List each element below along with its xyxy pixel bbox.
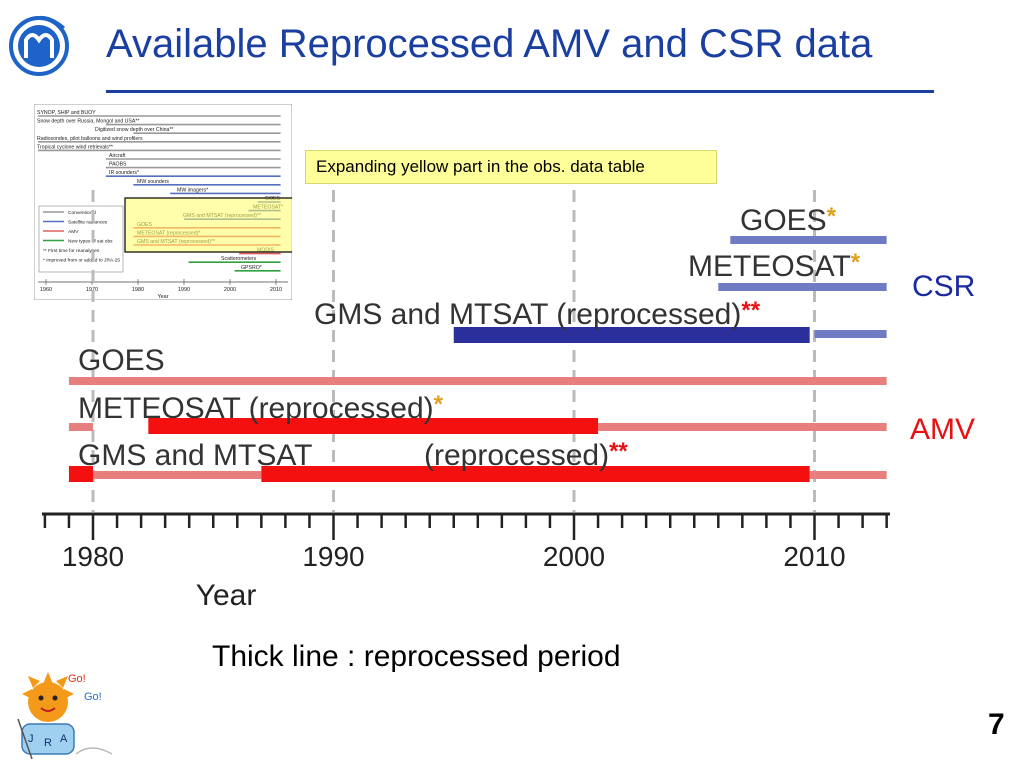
inset-row-label: PAOBS	[109, 162, 127, 168]
thin-bar-amv-2-1	[809, 471, 887, 479]
inset-legend-item: ** First time for reanalyses	[43, 248, 100, 254]
mascot-letter-r: R	[44, 737, 52, 749]
mascot-letter-a: A	[60, 733, 68, 745]
inset-row-label: IR sounders*	[109, 170, 139, 176]
x-axis: 1980 1990 2000 2010 Year	[42, 512, 890, 612]
note-box: Expanding yellow part in the obs. data t…	[305, 150, 717, 184]
inset-xlabel: Year	[157, 294, 168, 300]
inset-row-label: Scatterometers	[221, 256, 257, 262]
series-label-amv-2-b: (reprocessed)**	[424, 438, 628, 472]
timeline-chart: GOES*METEOSAT*GMS and MTSAT (reprocessed…	[42, 190, 890, 612]
inset-tick-label: 2000	[224, 287, 236, 293]
tick-label-2010: 2010	[783, 541, 845, 572]
inset-legend-item: Conventional	[68, 210, 96, 216]
series-label-text: GMS and MTSAT (reprocessed)	[314, 298, 741, 331]
inset-row-label: Digitized snow depth over China**	[95, 127, 173, 133]
thick-bar-csr-2-0	[453, 327, 810, 343]
thin-bar-csr-0-0	[730, 236, 887, 244]
inset-row-label: MW imagers*	[177, 187, 208, 193]
inset-row-label: SYNOP, SHIP and BUOY	[37, 110, 96, 116]
inset-tick-label: 1990	[178, 287, 190, 293]
csr-label: CSR	[912, 270, 976, 303]
x-axis-title: Year	[196, 579, 257, 612]
obs-data-table-thumbnail: SYNOP, SHIP and BUOY Snow depth over Russ…	[34, 104, 292, 300]
caption: Thick line : reprocessed period	[212, 640, 621, 673]
series-label-csr-0: GOES*	[740, 203, 837, 237]
thin-bar-amv-1-0	[68, 423, 93, 431]
series-label-text: METEOSAT (reprocessed)	[78, 392, 434, 425]
series-label-amv-0: GOES	[78, 344, 165, 377]
mascot-go-2: Go!	[84, 691, 102, 703]
series-label-text: GOES	[78, 344, 165, 377]
inset-row-label: Tropical cyclone wind retrievals**	[37, 144, 113, 150]
inset-rows: SYNOP, SHIP and BUOY Snow depth over Russ…	[37, 110, 292, 272]
amv-label: AMV	[910, 413, 976, 446]
series-label-csr-1: METEOSAT*	[688, 249, 861, 283]
series-labels: GOES*METEOSAT*GMS and MTSAT (reprocessed…	[78, 203, 861, 472]
tick-label-1990: 1990	[302, 541, 364, 572]
series-marker: *	[827, 203, 837, 230]
gridlines	[91, 190, 816, 512]
inset-legend-item: AMV	[68, 229, 79, 235]
inset-tick-label: 1980	[132, 287, 144, 293]
inset-legend-box	[38, 205, 124, 273]
series-label-csr-2: GMS and MTSAT (reprocessed)**	[314, 297, 761, 331]
inset-row-label: GPSRO*	[241, 265, 262, 271]
thick-bar-amv-2-0	[68, 466, 93, 482]
tick-label-1980: 1980	[62, 541, 124, 572]
inset-tick-label: 1960	[40, 287, 52, 293]
inset-row-label: MW sounders	[137, 179, 169, 185]
inset-legend-item: * Improved from or added to JRA-25	[43, 258, 120, 264]
series-label-text: METEOSAT	[688, 250, 851, 283]
thin-bar-csr-2-0	[814, 330, 887, 338]
thick-bar-amv-1-0	[148, 418, 599, 434]
inset-row-label: Radiosondes, pilot balloons and wind pro…	[37, 136, 143, 142]
yellow-highlight	[124, 197, 292, 253]
series-label-amv-2: GMS and MTSAT	[78, 439, 313, 472]
jma-logo	[9, 16, 69, 76]
series-label-text-2: (reprocessed)	[424, 439, 609, 472]
inset-row-label: Snow depth over Russia, Mongol and USA**	[37, 119, 139, 125]
inset-tick-label: 2010	[270, 287, 282, 293]
page-number: 7	[988, 708, 1005, 741]
series-marker: **	[741, 297, 760, 324]
page-title: Available Reprocessed AMV and CSR data	[106, 22, 873, 66]
mascot-go-1: Go!	[68, 673, 86, 685]
thin-bar-amv-0-0	[68, 377, 887, 385]
bars	[68, 236, 887, 482]
tick-label-2000: 2000	[543, 541, 605, 572]
thick-bar-amv-2-1	[261, 466, 810, 482]
inset-legend-item: Satellite radiances	[68, 220, 108, 226]
inset-row-label: Aircraft	[109, 153, 126, 159]
series-marker: *	[434, 391, 444, 418]
thin-bar-csr-1-0	[718, 283, 887, 291]
series-label-amv-1: METEOSAT (reprocessed)*	[78, 391, 444, 425]
inset-axis: 196019701980199020002010Year	[38, 279, 288, 300]
mascot-icon: Go! Go! J R A	[17, 672, 113, 760]
inset-legend-item: New types of sat obs	[68, 239, 113, 245]
inset-legend: Conventional Satellite radiances AMV New ty…	[38, 205, 124, 273]
mascot-letter-j: J	[28, 733, 34, 745]
thin-bar-amv-1-1	[598, 423, 887, 431]
title-underline	[106, 90, 934, 93]
series-marker: **	[609, 438, 628, 465]
series-marker: *	[851, 249, 861, 276]
series-label-text: GOES	[740, 204, 827, 237]
thin-bar-amv-2-0	[93, 471, 262, 479]
series-label-text: GMS and MTSAT	[78, 439, 313, 472]
